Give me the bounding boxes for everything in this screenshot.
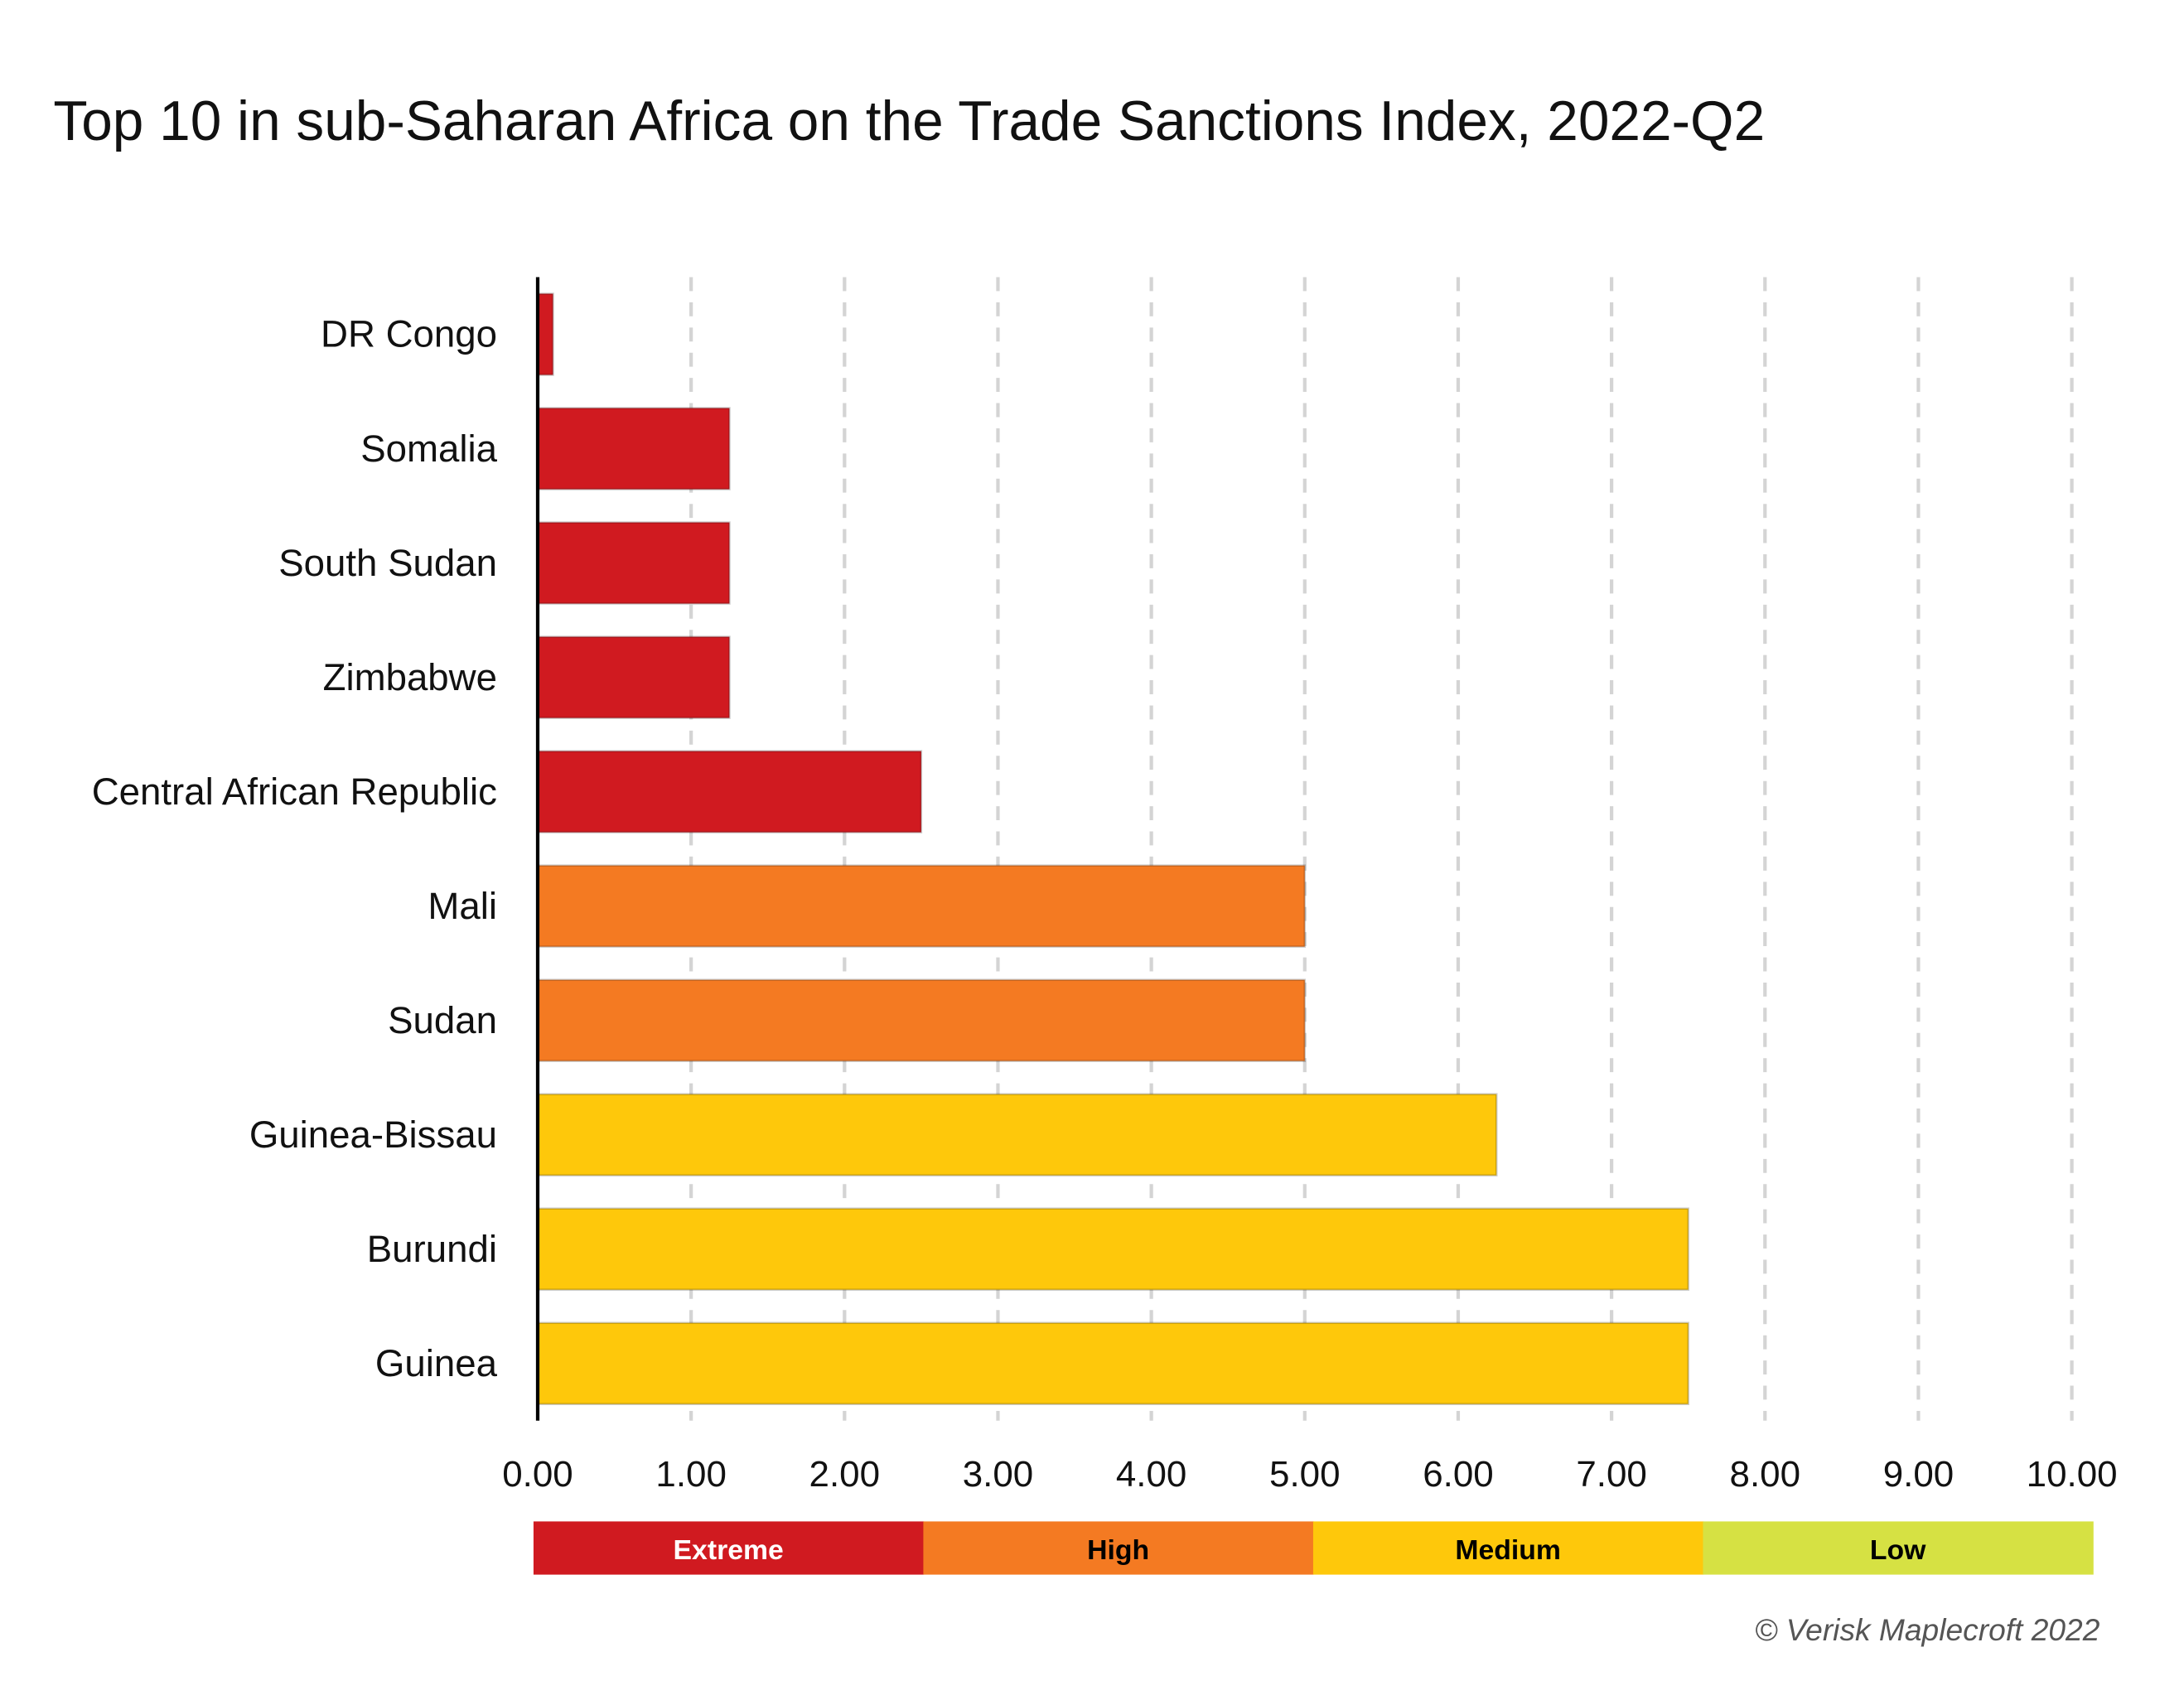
- bar: [536, 407, 731, 490]
- x-tick-label: 1.00: [655, 1454, 726, 1495]
- bar: [536, 978, 1307, 1062]
- y-category-label: Somalia: [360, 427, 497, 470]
- legend-label: High: [1087, 1534, 1149, 1566]
- y-category-label: DR Congo: [321, 313, 497, 355]
- y-category-label: Sudan: [388, 999, 497, 1041]
- bar: [536, 1321, 1689, 1406]
- x-tick-label: 4.00: [1116, 1454, 1186, 1495]
- x-tick-label: 10.00: [2027, 1454, 2118, 1495]
- chart-title: Top 10 in sub-Saharan Africa on the Trad…: [53, 90, 1765, 152]
- x-tick-label: 6.00: [1423, 1454, 1493, 1495]
- legend-label: Extreme: [674, 1534, 784, 1566]
- bar: [536, 750, 923, 833]
- x-tick-label: 7.00: [1576, 1454, 1646, 1495]
- x-tick-label: 9.00: [1883, 1454, 1954, 1495]
- y-category-label: Guinea: [375, 1342, 498, 1384]
- legend-swatch-extreme: [533, 1521, 925, 1575]
- y-category-label: Central African Republic: [92, 770, 497, 813]
- legend-swatch-low: [1703, 1521, 2094, 1575]
- legend-label: Medium: [1455, 1534, 1561, 1566]
- bar: [536, 864, 1307, 948]
- y-category-label: Burundi: [367, 1228, 497, 1270]
- bar: [536, 292, 554, 376]
- y-category-label: Guinea-Bissau: [249, 1113, 497, 1156]
- x-tick-label: 8.00: [1730, 1454, 1800, 1495]
- bar: [536, 521, 731, 605]
- bar: [536, 1093, 1498, 1176]
- x-tick-label: 3.00: [963, 1454, 1033, 1495]
- y-category-label: South Sudan: [278, 542, 497, 584]
- bar: [536, 1207, 1689, 1291]
- x-tick-label: 5.00: [1269, 1454, 1340, 1495]
- legend-swatch-medium: [1312, 1521, 1704, 1575]
- x-tick-label: 0.00: [502, 1454, 573, 1495]
- credit: © Verisk Maplecroft 2022: [1755, 1612, 2100, 1647]
- legend-swatch-high: [923, 1521, 1314, 1575]
- bar: [536, 635, 731, 719]
- y-category-label: Zimbabwe: [323, 656, 497, 698]
- legend-label: Low: [1870, 1534, 1926, 1566]
- x-tick-label: 2.00: [809, 1454, 880, 1495]
- y-category-label: Mali: [428, 885, 497, 927]
